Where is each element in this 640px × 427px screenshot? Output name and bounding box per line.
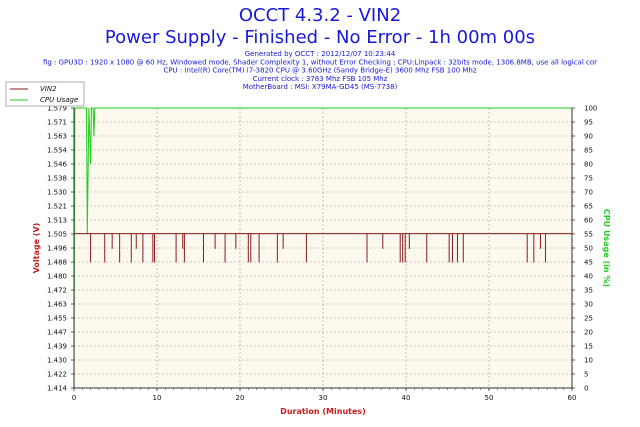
y2-tick-label: 40 [584, 273, 593, 281]
y-tick-label: 1.579 [47, 105, 67, 113]
y2-tick-label: 60 [584, 217, 593, 225]
y-tick-label: 1.414 [47, 385, 68, 393]
legend-label-cpu-usage: CPU Usage [40, 96, 78, 104]
info-line: Generated by OCCT : 2012/12/07 10:23:44 [245, 50, 396, 58]
y2-tick-label: 100 [584, 105, 597, 113]
y-tick-label: 1.439 [47, 343, 67, 351]
y-tick-label: 1.472 [47, 287, 67, 295]
legend: VIN2 CPU Usage [5, 81, 85, 107]
y-tick-label: 1.571 [47, 119, 67, 127]
y2-tick-label: 10 [584, 357, 593, 365]
series-line-cpu-usage [73, 107, 572, 389]
y2-tick-label: 5 [584, 371, 588, 379]
info-line: Current clock : 3783 Mhz FSB 105 Mhz [253, 75, 388, 83]
y2-axis-label: CPU Usage (in %) [602, 209, 611, 287]
y2-tick-label: 75 [584, 175, 593, 183]
chart-title: OCCT 4.3.2 - VIN2 [239, 5, 401, 26]
y-tick-label: 1.546 [47, 161, 68, 169]
y2-tick-label: 25 [584, 315, 593, 323]
y-tick-label: 1.480 [47, 273, 67, 281]
y-tick-label: 1.455 [47, 315, 67, 323]
info-line: CPU : Intel(R) Core(TM) i7-3820 CPU @ 3.… [163, 67, 476, 75]
y-tick-label: 1.463 [47, 301, 67, 309]
y2-tick-label: 95 [584, 119, 593, 127]
chart-subtitle: Power Supply - Finished - No Error - 1h … [105, 27, 535, 48]
x-tick-label: 10 [153, 394, 162, 402]
x-tick-label: 40 [402, 394, 411, 402]
x-tick-label: 50 [485, 394, 494, 402]
x-tick-label: 20 [236, 394, 245, 402]
ticks: 1.414 1.422 1.430 1.439 1.447 1.455 1.463 1.472… [47, 105, 597, 403]
x-tick-label: 60 [568, 394, 577, 402]
x-tick-label: 0 [72, 394, 76, 402]
y-tick-label: 1.530 [47, 189, 67, 197]
y-tick-label: 1.538 [47, 175, 67, 183]
y-tick-label: 1.422 [47, 371, 67, 379]
y2-tick-label: 65 [584, 203, 593, 211]
info-lines: Generated by OCCT : 2012/12/07 10:23:44f… [43, 50, 597, 91]
x-axis-label: Duration (Minutes) [280, 407, 366, 416]
y2-tick-label: 90 [584, 133, 593, 141]
y-tick-label: 1.505 [47, 231, 67, 239]
y2-tick-label: 55 [584, 231, 593, 239]
y2-tick-label: 30 [584, 301, 593, 309]
y-tick-label: 1.447 [47, 329, 67, 337]
y2-tick-label: 80 [584, 161, 593, 169]
y2-tick-label: 70 [584, 189, 593, 197]
y2-tick-label: 45 [584, 259, 593, 267]
info-line: fig : GPU3D : 1920 x 1080 @ 60 Hz, Windo… [43, 58, 597, 66]
y2-tick-label: 0 [584, 385, 588, 393]
info-line: MotherBoard : MSI: X79MA-GD45 (MS-7738) [243, 83, 398, 91]
x-tick-label: 30 [319, 394, 328, 402]
y-tick-label: 1.521 [47, 203, 67, 211]
y-tick-label: 1.496 [47, 245, 68, 253]
y-axis-label: Voltage (V) [32, 223, 41, 274]
y2-tick-label: 85 [584, 147, 593, 155]
legend-label-vin2: VIN2 [40, 85, 57, 93]
y2-tick-label: 35 [584, 287, 593, 295]
y2-tick-label: 15 [584, 343, 593, 351]
y-tick-label: 1.563 [47, 133, 67, 141]
series-layer [73, 107, 572, 389]
y2-tick-label: 20 [584, 329, 593, 337]
y-tick-label: 1.513 [47, 217, 67, 225]
y-tick-label: 1.430 [47, 357, 67, 365]
y-tick-label: 1.554 [47, 147, 68, 155]
y-tick-label: 1.488 [47, 259, 67, 267]
y2-tick-label: 50 [584, 245, 593, 253]
legend-box [5, 81, 85, 107]
